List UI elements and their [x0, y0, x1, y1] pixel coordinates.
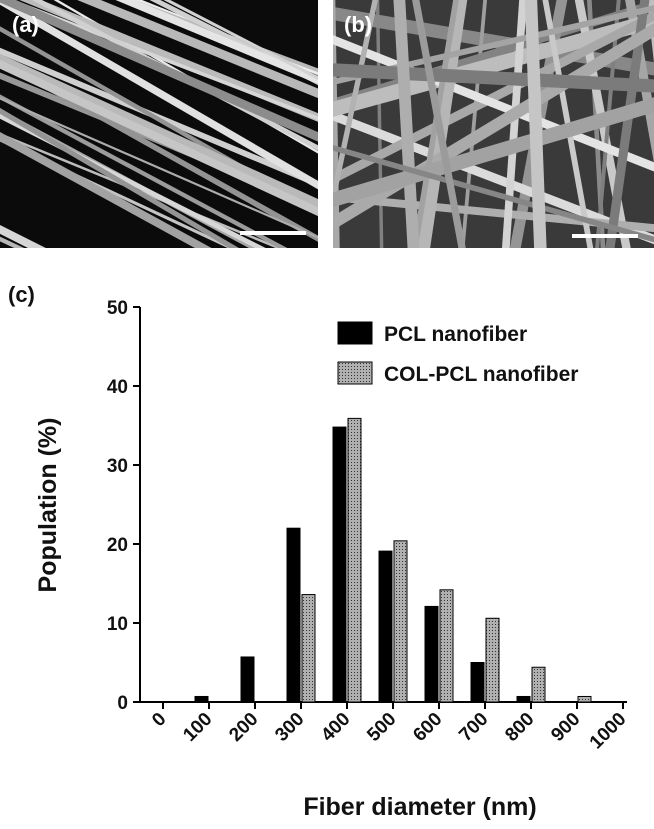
- x-tick-label: 1000: [586, 709, 631, 754]
- x-tick-label: 600: [409, 709, 446, 746]
- bar: [393, 540, 408, 703]
- fiber: [333, 97, 654, 208]
- fiber: [0, 53, 318, 208]
- x-tick-label: 500: [363, 709, 400, 746]
- y-tick-label: 30: [107, 456, 128, 477]
- fiber: [0, 0, 318, 190]
- bar: [194, 695, 209, 703]
- bar: [240, 656, 255, 703]
- bar: [301, 594, 316, 703]
- y-tick-label: 20: [107, 535, 128, 556]
- legend-label: COL-PCL nanofiber: [384, 363, 578, 386]
- bar: [577, 695, 592, 703]
- bar: [378, 550, 393, 703]
- bar: [286, 527, 301, 703]
- fiber: [412, 0, 459, 248]
- panel-label: (b): [344, 12, 372, 37]
- fiber: [0, 224, 46, 248]
- x-tick-label: 800: [501, 709, 538, 746]
- fiber: [333, 145, 654, 243]
- y-axis-label: Population (%): [34, 418, 62, 593]
- bar: [439, 589, 454, 703]
- bar: [485, 617, 500, 703]
- sem-image-a: [0, 0, 318, 248]
- bar: [347, 417, 362, 703]
- fiber: [333, 22, 654, 231]
- x-axis-label: Fiber diameter (nm): [303, 793, 536, 821]
- fiber: [412, 0, 466, 248]
- fiber: [0, 236, 25, 248]
- y-tick-label: 0: [117, 693, 128, 714]
- x-tick-label: 400: [317, 709, 354, 746]
- y-tick-label: 50: [107, 298, 128, 319]
- fiber: [333, 63, 654, 93]
- fiber: [0, 0, 318, 142]
- fiber: [0, 59, 318, 217]
- sem-image-b: [333, 0, 654, 248]
- fiber: [0, 94, 288, 248]
- legend-swatch: [337, 361, 373, 385]
- fiber: [375, 0, 384, 248]
- fiber: [333, 0, 378, 212]
- y-tick-label: 40: [107, 377, 128, 398]
- fiber: [163, 0, 318, 80]
- fiber: [501, 0, 527, 248]
- bar: [516, 695, 531, 703]
- panel-label: (c): [8, 282, 35, 307]
- panel-label: (a): [12, 12, 39, 37]
- x-tick-label: 0: [148, 709, 170, 731]
- fiber: [333, 12, 654, 117]
- fiber: [0, 131, 212, 248]
- fiber: [333, 35, 654, 172]
- bar: [531, 666, 546, 703]
- bar: [424, 605, 439, 703]
- bar: [332, 426, 347, 703]
- fiber: [524, 0, 547, 248]
- x-tick-label: 700: [455, 709, 492, 746]
- fiber: [77, 0, 318, 99]
- fiber: [333, 10, 654, 184]
- fiber: [0, 97, 318, 239]
- fiber: [333, 0, 340, 248]
- fiber: [0, 107, 240, 248]
- y-tick-label: 10: [107, 614, 128, 635]
- fiber: [115, 0, 318, 85]
- x-tick-label: 300: [271, 709, 308, 746]
- x-tick-label: 100: [179, 709, 216, 746]
- bar: [470, 662, 485, 703]
- x-tick-label: 900: [547, 709, 584, 746]
- fiber: [460, 0, 488, 248]
- x-tick-label: 200: [225, 709, 262, 746]
- fiber: [393, 0, 420, 248]
- legend-label: PCL nanofiber: [384, 323, 527, 346]
- legend-swatch: [337, 321, 373, 345]
